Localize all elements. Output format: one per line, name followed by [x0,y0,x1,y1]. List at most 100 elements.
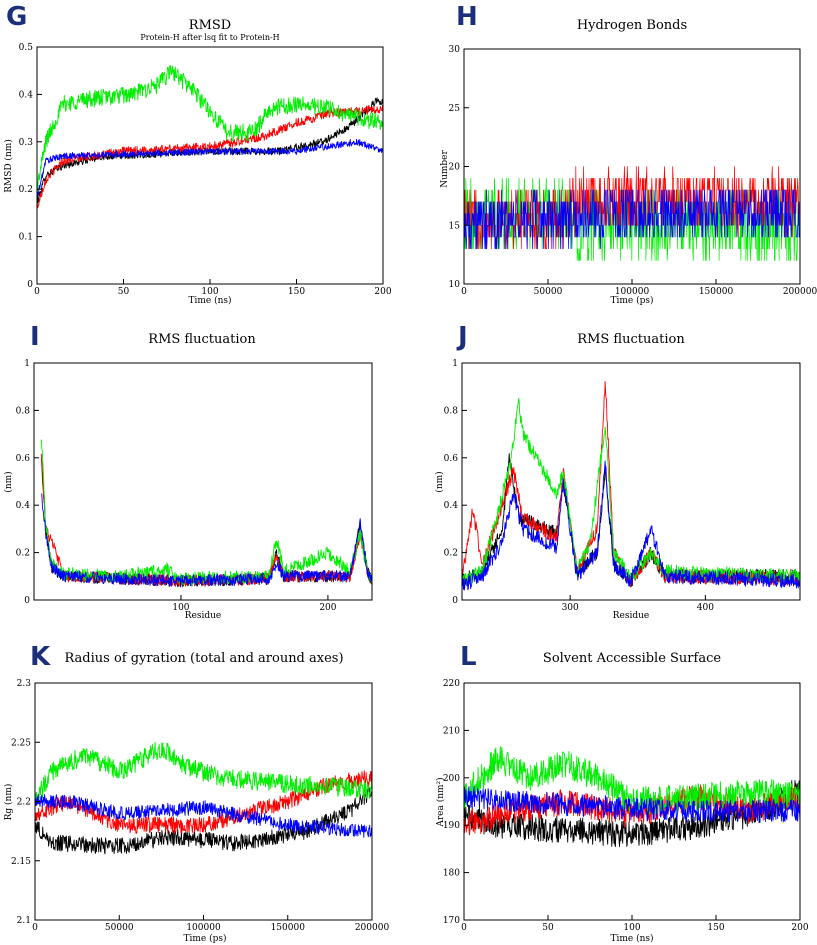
y-axis-label: (nm) [3,471,14,492]
y-tick-label: 190 [443,821,460,831]
x-tick-label: 50000 [534,287,563,297]
x-tick-label: 150 [707,923,724,933]
x-axis-label: Residue [613,611,649,621]
y-tick-label: 0 [27,280,33,290]
x-tick-label: 200 [791,923,808,933]
x-tick-label: 100000 [615,287,650,297]
x-tick-label: 400 [697,603,714,613]
x-tick-label: 50 [118,287,130,297]
panel-letter-k: K [30,642,51,672]
y-tick-label: 25 [449,104,461,114]
x-tick-label: 50000 [105,923,134,933]
y-tick-label: 0.2 [16,549,30,559]
panel-letter-i: I [30,322,40,352]
y-tick-label: 210 [443,726,460,736]
x-axis-label: Residue [185,611,221,621]
y-tick-label: 0 [24,596,30,606]
y-tick-label: 0.5 [19,43,34,53]
x-axis-label: Time (ps) [610,295,653,306]
series-line-black [40,458,372,588]
y-axis-label: Area (nm²) [435,777,446,827]
panel-hydrogen-bonds: H Hydrogen Bonds Time (ps) Number 0 50000… [440,2,817,306]
y-axis-label: RMSD (nm) [3,139,14,193]
x-tick-label: 150000 [271,923,306,933]
plot-frame [461,362,801,601]
x-tick-label: 150000 [699,287,734,297]
series-line-blue [37,138,383,198]
panel-letter-h: H [456,2,478,32]
panel-letter-j: J [456,322,468,352]
panel-rmsd: G RMSD Protein-H after lsq fit to Protei… [3,2,392,306]
series-line-red [40,453,372,587]
x-tick-label: 200 [319,603,336,613]
chart-subtitle: Protein-H after lsq fit to Protein-H [140,33,279,42]
plot-frame [36,46,384,285]
x-tick-label: 0 [34,287,40,297]
y-tick-label: 20 [449,163,461,173]
x-tick-label: 0 [32,923,38,933]
x-axis-label: Time (ps) [183,933,226,944]
y-tick-label: 0.4 [16,501,31,511]
series-line-green [464,177,800,261]
y-tick-label: 0.6 [444,454,459,464]
chart-title: RMS fluctuation [577,332,685,347]
panel-letter-g: G [6,2,27,32]
y-tick-label: 2.15 [11,857,31,867]
y-axis-label: Rg (nm) [3,784,14,821]
plot-frame [33,362,373,601]
panel-solvent-accessible-surface: L Solvent Accessible Surface Time (ns) A… [435,642,809,944]
chart-title: Solvent Accessible Surface [543,651,721,666]
x-tick-label: 200000 [355,923,390,933]
x-tick-label: 50 [542,923,554,933]
series-line-red [37,104,383,209]
series-line-green [35,741,372,807]
series-line-green [40,439,372,586]
series-line-black [35,786,372,855]
panel-rms-fluctuation-1: I RMS fluctuation Residue (nm) 100 200 0 0.… [3,322,373,621]
chart-title: RMS fluctuation [148,332,256,347]
x-tick-label: 150 [288,287,305,297]
y-tick-label: 2.2 [17,798,31,808]
chart-title: RMSD [189,18,231,33]
y-axis-label: Number [440,150,450,188]
series-line-green [464,746,800,816]
panel-rms-fluctuation-2: J RMS fluctuation Residue (nm) 300 400 0 0.… [434,322,801,621]
x-tick-label: 200 [374,287,391,297]
x-axis-label: Time (ns) [188,295,231,306]
x-tick-label: 300 [562,603,579,613]
panel-letter-l: L [460,642,477,672]
x-tick-label: 100000 [186,923,221,933]
x-tick-label: 0 [461,287,467,297]
y-tick-label: 1 [452,359,458,369]
x-tick-label: 0 [461,923,467,933]
y-tick-label: 0.1 [19,233,33,243]
series-line-blue [35,794,372,838]
y-tick-label: 0.6 [16,454,31,464]
y-tick-label: 0.3 [19,138,34,148]
chart-title: Hydrogen Bonds [577,18,687,33]
y-tick-label: 0 [452,596,458,606]
series-line-green [37,65,383,195]
y-tick-label: 30 [449,45,461,55]
y-tick-label: 1 [24,359,30,369]
y-tick-label: 10 [449,280,461,290]
y-tick-label: 170 [443,916,460,926]
y-tick-label: 2.3 [17,679,32,689]
series-line-blue [464,189,800,250]
series-line-blue [464,786,800,823]
x-axis-label: Time (ns) [610,933,653,944]
y-tick-label: 0.2 [444,549,458,559]
y-tick-label: 220 [443,679,460,689]
series-line-blue [41,493,372,588]
y-axis-label: (nm) [434,471,445,492]
panel-radius-of-gyration: K Radius of gyration (total and around a… [3,642,389,944]
y-tick-label: 180 [443,869,460,879]
x-tick-label: 100 [201,287,218,297]
x-tick-label: 100 [623,923,640,933]
x-tick-label: 200000 [783,287,817,297]
chart-title: Radius of gyration (total and around axe… [64,651,343,666]
y-tick-label: 0.2 [19,185,33,195]
y-tick-label: 15 [449,221,461,231]
y-tick-label: 0.4 [444,501,459,511]
